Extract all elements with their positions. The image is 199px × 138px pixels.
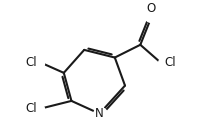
Text: N: N [95, 107, 104, 120]
Text: Cl: Cl [25, 56, 37, 69]
Text: O: O [146, 2, 155, 15]
Text: Cl: Cl [165, 56, 176, 69]
Text: Cl: Cl [25, 102, 37, 115]
